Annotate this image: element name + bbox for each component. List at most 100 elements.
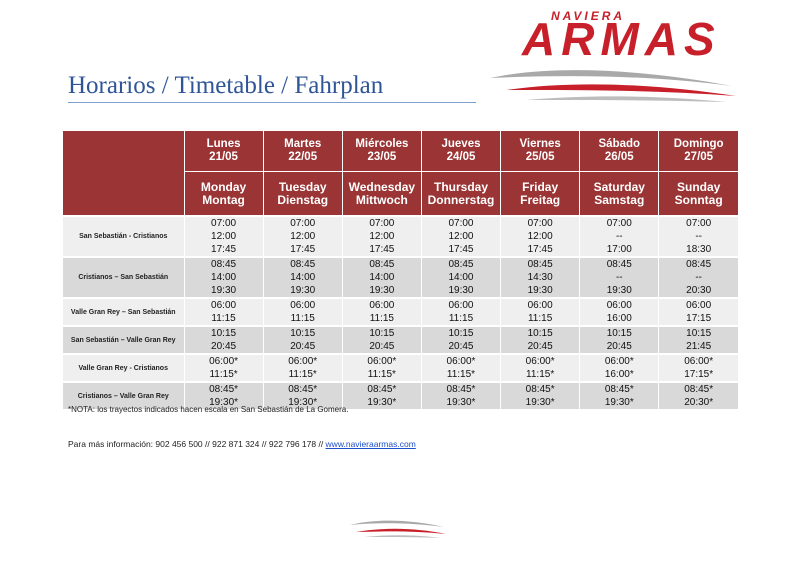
departure-time: 10:15 [341, 325, 422, 340]
day-header-es: Sábado 26/05 [579, 131, 659, 172]
departure-time: 16:00* [579, 368, 659, 382]
departure-time: 08:45 [341, 256, 422, 271]
departure-time: 12:00 [500, 230, 580, 243]
route-name: Valle Gran Rey - Cristianos [63, 353, 184, 382]
day-name-de: Freitag [520, 192, 561, 207]
departure-time: 12:00 [183, 230, 264, 243]
page-title: Horarios / Timetable / Fahrplan [68, 72, 384, 99]
departure-time: 07:00 [500, 215, 580, 230]
day-name-en: Friday [522, 179, 559, 194]
day-name-en: Wednesday [348, 179, 416, 194]
day-name-en: Sunday [677, 179, 721, 194]
departure-time: 08:45* [183, 381, 264, 396]
departure-time: 19:30 [579, 284, 659, 298]
day-name-en: Saturday [593, 179, 645, 194]
timetable: Lunes 21/05 Martes 22/05 Miércoles 23/05 Jueve… [63, 131, 738, 409]
day-header-en: Wednesday Mittwoch [341, 171, 422, 216]
departure-time: 17:45 [262, 243, 343, 257]
departure-time: 06:00 [183, 297, 264, 312]
departure-time: 17:45 [420, 243, 501, 257]
departure-time: 20:45 [420, 340, 501, 354]
day-date: 25/05 [525, 151, 555, 163]
departure-time: -- [658, 230, 738, 243]
departure-time: 06:00 [579, 297, 659, 312]
title-divider [68, 102, 476, 103]
departure-time: 19:30 [420, 284, 501, 298]
day-header-en: Sunday Sonntag [658, 171, 738, 216]
departure-time: 08:45 [420, 256, 501, 271]
departure-time: 11:15 [420, 312, 501, 326]
day-date: 21/05 [209, 151, 238, 163]
departure-time: 06:00 [262, 297, 343, 312]
day-name-es: Martes [284, 138, 322, 150]
departure-time: 08:45* [658, 381, 738, 396]
route-name: San Sebastián - Cristianos [63, 215, 184, 257]
departure-time: 07:00 [658, 215, 738, 230]
departure-time: 18:30 [658, 243, 738, 257]
departure-time: 07:00 [420, 215, 501, 230]
departure-time: 11:15 [341, 312, 422, 326]
departure-time: 12:00 [262, 230, 343, 243]
departure-time: 14:00 [262, 271, 343, 284]
departure-time: 19:30* [579, 396, 659, 409]
table-row: 14:00 14:00 14:00 14:00 14:30 -- -- [63, 271, 738, 284]
departure-time: 16:00 [579, 312, 659, 326]
departure-time: 19:30* [500, 396, 580, 409]
footer-swoosh-icon [350, 520, 446, 538]
day-name-es: Domingo [673, 138, 724, 150]
day-header-en: Friday Freitag [500, 171, 580, 216]
departure-time: 06:00* [420, 353, 501, 368]
table-row: 17:45 17:45 17:45 17:45 17:45 17:00 18:30 [63, 243, 738, 257]
day-name-de: Dienstag [277, 192, 329, 207]
day-date: 22/05 [288, 151, 318, 163]
contact-info: Para más información: 902 456 500 // 922… [68, 439, 416, 449]
departure-time: 11:15* [341, 368, 422, 382]
day-name-de: Montag [202, 192, 245, 207]
day-header-en: Thursday Donnerstag [420, 171, 501, 216]
departure-time: 19:30* [420, 396, 501, 409]
departure-time: 11:15* [183, 368, 264, 382]
footnote: *NOTA: los trayectos indicados hacen esc… [68, 405, 349, 414]
departure-time: 21:45 [658, 340, 738, 354]
day-name-es: Jueves [441, 138, 481, 150]
departure-time: 12:00 [341, 230, 422, 243]
departure-time: 11:15* [420, 368, 501, 382]
day-name-es: Lunes [206, 138, 241, 150]
table-row: Cristianos – Valle Gran Rey 08:45* 08:45* 0… [63, 381, 738, 409]
departure-time: 20:45 [500, 340, 580, 354]
departure-time: 20:45 [341, 340, 422, 354]
departure-time: 14:30 [500, 271, 580, 284]
route-name: San Sebastián – Valle Gran Rey [63, 325, 184, 354]
departure-time: 10:15 [262, 325, 343, 340]
departure-time: 08:45* [579, 381, 659, 396]
departure-time: 19:30 [500, 284, 580, 298]
departure-time: 20:30 [658, 284, 738, 298]
departure-time: 07:00 [579, 215, 659, 230]
day-header-en: Tuesday Dienstag [262, 171, 343, 216]
brand-subtitle: NAVIERA [550, 9, 626, 23]
table-row: 11:15* 11:15* 11:15* 11:15* 11:15* 16:00* 17:1… [63, 368, 738, 382]
day-header-es: Miércoles 23/05 [341, 131, 422, 172]
departure-time: 06:00 [341, 297, 422, 312]
table-row: Valle Gran Rey - Cristianos 06:00* 06:00* 0… [63, 353, 738, 382]
day-date: 24/05 [446, 151, 476, 163]
departure-time: 17:45 [500, 243, 580, 257]
departure-time: 06:00* [579, 353, 659, 368]
day-date: 27/05 [684, 151, 714, 163]
website-link[interactable]: www.navieraarmas.com [325, 439, 416, 449]
day-header-es: Lunes 21/05 [183, 131, 264, 172]
departure-time: 14:00 [183, 271, 264, 284]
day-name-es: Sábado [598, 138, 641, 150]
route-name: Cristianos – San Sebastián [63, 256, 184, 298]
table-row: 12:00 12:00 12:00 12:00 12:00 -- -- [63, 230, 738, 243]
departure-time: 17:45 [183, 243, 264, 257]
departure-time: 17:15 [658, 312, 738, 326]
table-row: Cristianos – San Sebastián 08:45 08:45 08:4… [63, 256, 738, 298]
route-name: Cristianos – Valle Gran Rey [63, 381, 184, 409]
departure-time: 19:30* [341, 396, 422, 409]
day-header-es: Viernes 25/05 [500, 131, 580, 172]
day-name-en: Thursday [433, 179, 488, 194]
departure-time: 08:45* [341, 381, 422, 396]
departure-time: 17:00 [579, 243, 659, 257]
departure-time: 07:00 [183, 215, 264, 230]
